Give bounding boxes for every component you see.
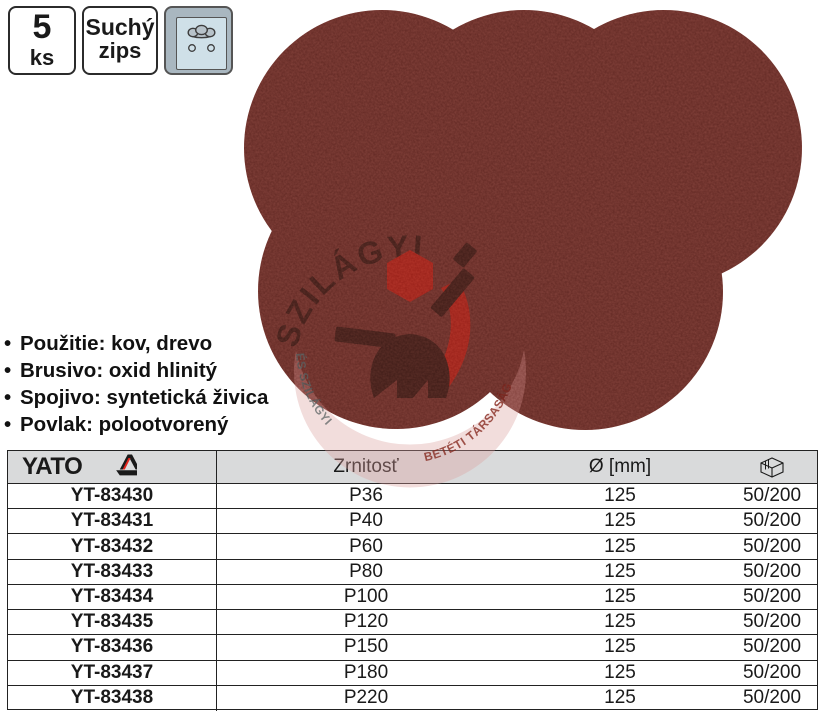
- svg-text:YATO: YATO: [22, 453, 82, 480]
